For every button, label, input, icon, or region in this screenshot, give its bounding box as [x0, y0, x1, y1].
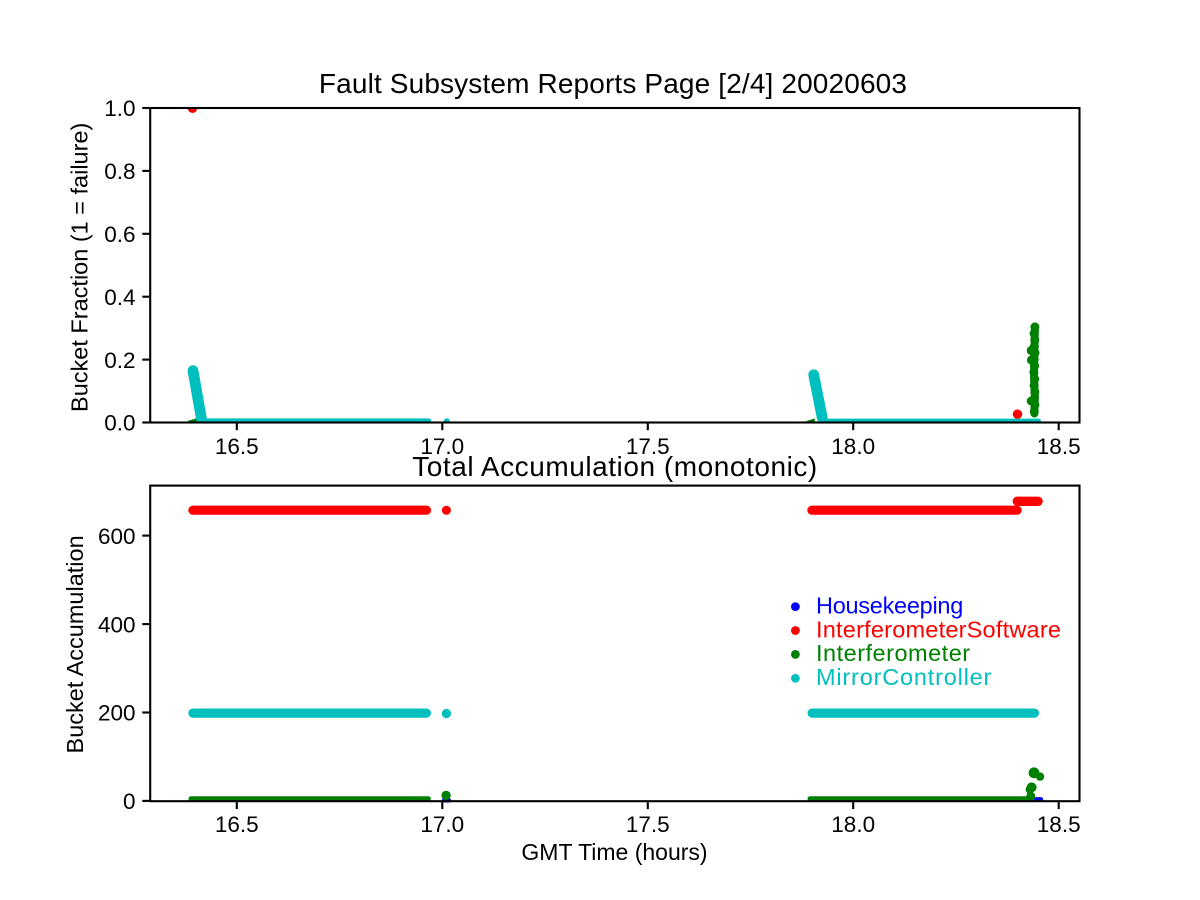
svg-text:600: 600 — [98, 524, 136, 549]
svg-text:17.5: 17.5 — [626, 434, 670, 459]
svg-text:1.0: 1.0 — [104, 96, 135, 121]
svg-text:Total Accumulation (monotonic): Total Accumulation (monotonic) — [412, 451, 818, 482]
svg-text:17.0: 17.0 — [420, 812, 464, 837]
svg-text:18.0: 18.0 — [831, 812, 875, 837]
svg-text:GMT Time (hours): GMT Time (hours) — [521, 839, 707, 865]
svg-text:17.5: 17.5 — [626, 812, 670, 837]
svg-text:0: 0 — [123, 789, 136, 814]
svg-text:Bucket Accumulation: Bucket Accumulation — [62, 535, 88, 753]
svg-text:0.8: 0.8 — [104, 159, 135, 184]
svg-text:400: 400 — [98, 612, 136, 637]
svg-text:0.4: 0.4 — [104, 285, 135, 310]
svg-text:InterferometerSoftware: InterferometerSoftware — [816, 616, 1061, 642]
svg-text:0.0: 0.0 — [104, 411, 135, 436]
svg-text:18.0: 18.0 — [831, 434, 875, 459]
svg-text:Fault Subsystem Reports Page [: Fault Subsystem Reports Page [2/4] 20020… — [319, 68, 907, 99]
svg-text:200: 200 — [98, 701, 136, 726]
svg-text:0.6: 0.6 — [104, 222, 135, 247]
svg-text:16.5: 16.5 — [215, 434, 259, 459]
svg-text:0.2: 0.2 — [104, 348, 135, 373]
svg-text:18.5: 18.5 — [1037, 812, 1081, 837]
svg-text:Bucket Fraction (1 = failure): Bucket Fraction (1 = failure) — [67, 123, 93, 412]
svg-text:16.5: 16.5 — [215, 812, 259, 837]
svg-text:Interferometer: Interferometer — [816, 640, 971, 666]
svg-text:17.0: 17.0 — [420, 434, 464, 459]
svg-text:MirrorController: MirrorController — [816, 664, 992, 690]
svg-text:18.5: 18.5 — [1037, 434, 1081, 459]
svg-text:Housekeeping: Housekeeping — [816, 592, 963, 618]
